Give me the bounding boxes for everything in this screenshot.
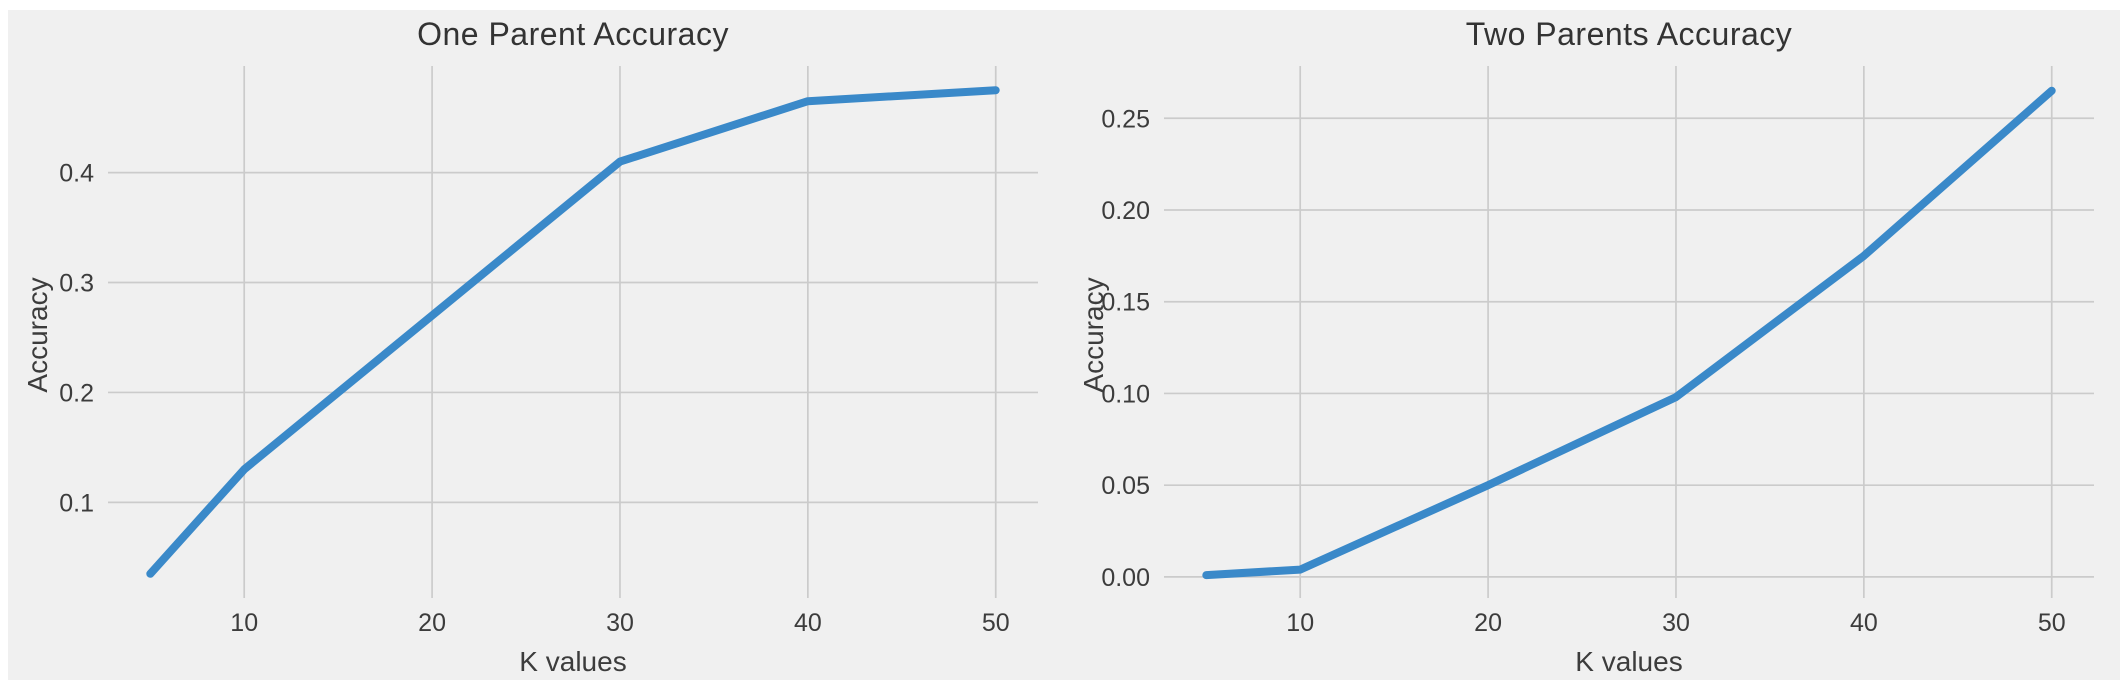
x-tick-label: 30	[606, 609, 634, 637]
x-tick-label: 40	[794, 609, 822, 637]
chart-panel-two-parents: Two Parents Accuracy 0.00 0.05 0.10 0.15 0.2…	[1064, 10, 2120, 680]
y-tick-label: 0.4	[59, 160, 94, 188]
y-tick-label: 0.10	[1101, 380, 1150, 408]
x-tick-label: 10	[230, 609, 258, 637]
x-tick-label: 50	[2038, 609, 2066, 637]
x-axis-label: K values	[519, 646, 627, 677]
x-tick-label: 20	[418, 609, 446, 637]
y-tick-label: 0.20	[1101, 197, 1150, 225]
chart-title: Two Parents Accuracy	[1465, 16, 1793, 52]
chart-panel-one-parent: One Parent Accuracy 0.1 0.2 0.3 0.4 10 20 30 40…	[8, 10, 1064, 680]
y-tick-label: 0.25	[1101, 105, 1150, 133]
y-tick-label: 0.3	[59, 270, 94, 298]
x-tick-label: 30	[1662, 609, 1690, 637]
y-tick-label: 0.2	[59, 379, 94, 407]
y-tick-label: 0.1	[59, 489, 94, 517]
line-chart-one-parent: 0.1 0.2 0.3 0.4 10 20 30 40 50	[59, 66, 1038, 637]
y-tick-label: 0.15	[1101, 289, 1150, 317]
accuracy-line	[1202, 86, 2056, 580]
x-tick-label: 20	[1474, 609, 1502, 637]
y-axis-label: Accuracy	[1078, 277, 1109, 393]
y-tick-label: 0.00	[1101, 564, 1150, 592]
y-tick-label: 0.05	[1101, 472, 1150, 500]
y-axis-label: Accuracy	[22, 277, 53, 393]
x-tick-label: 10	[1286, 609, 1314, 637]
x-axis-label: K values	[1575, 646, 1683, 677]
figure-canvas: One Parent Accuracy 0.1 0.2 0.3 0.4 10 20 30 40…	[8, 10, 2120, 680]
line-chart-two-parents: 0.00 0.05 0.10 0.15 0.20 0.25 10 20 30 40 50	[1101, 66, 2094, 637]
x-tick-label: 50	[982, 609, 1010, 637]
accuracy-line	[146, 86, 1000, 578]
x-tick-label: 40	[1850, 609, 1878, 637]
chart-title: One Parent Accuracy	[417, 16, 729, 52]
